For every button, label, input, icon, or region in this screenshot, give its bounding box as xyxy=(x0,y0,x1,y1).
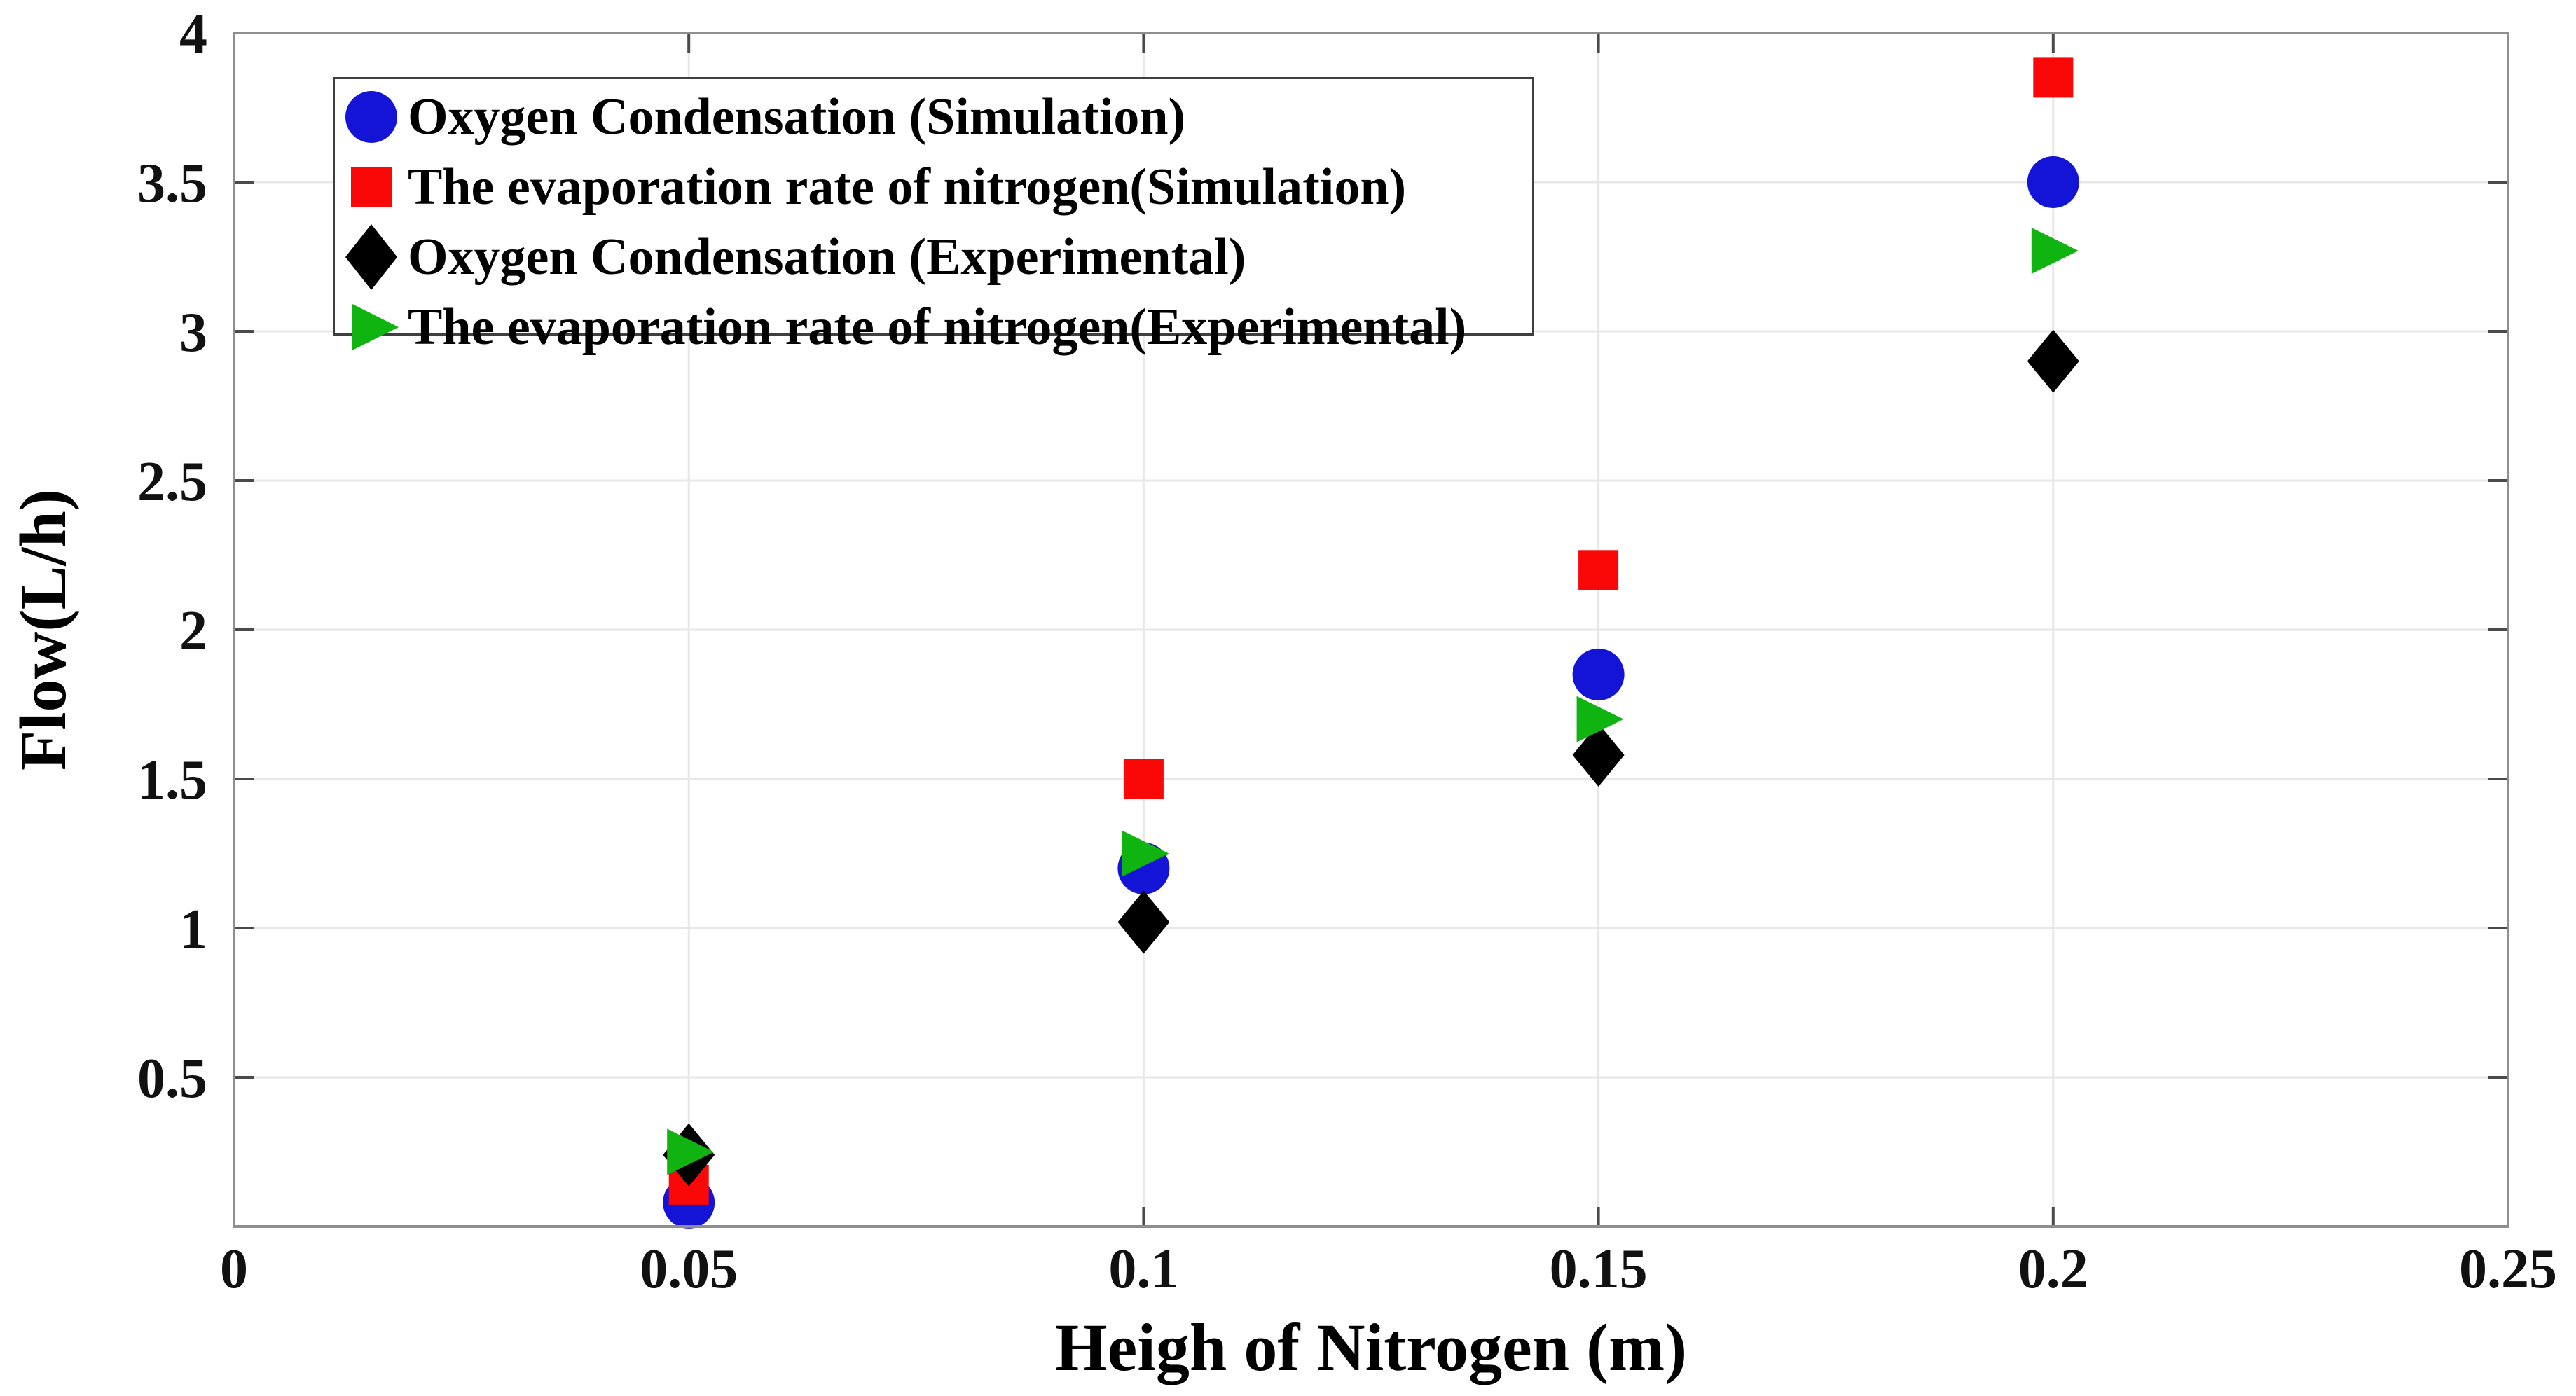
x-tick-label: 0 xyxy=(220,1238,248,1300)
x-tick-label: 0.25 xyxy=(2459,1238,2557,1300)
x-tick-label: 0.15 xyxy=(1550,1238,1648,1300)
legend-item-nitrogen-experimental: The evaporation rate of nitrogen(Experim… xyxy=(335,292,1532,362)
data-point-triangle xyxy=(2031,227,2079,274)
plot-border xyxy=(233,32,2509,1228)
legend: Oxygen Condensation (Simulation) The eva… xyxy=(333,77,1534,353)
data-point-circle xyxy=(1572,648,1625,700)
data-point-diamond xyxy=(1572,723,1625,787)
y-tick-label: 2 xyxy=(179,600,207,662)
data-point-circle xyxy=(2027,156,2079,208)
legend-label: Oxygen Condensation (Simulation) xyxy=(408,88,1186,146)
x-tick-label: 0.05 xyxy=(640,1238,738,1300)
data-point-square xyxy=(2033,57,2074,98)
data-point-diamond xyxy=(2027,329,2079,393)
data-point-diamond xyxy=(1117,890,1170,954)
data-point-triangle xyxy=(667,1128,715,1175)
y-tick-label: 0.5 xyxy=(137,1048,207,1110)
x-axis-title: Heigh of Nitrogen (m) xyxy=(1054,1310,1688,1385)
legend-item-oxygen-experimental: Oxygen Condensation (Experimental) xyxy=(335,222,1532,292)
legend-label: Oxygen Condensation (Experimental) xyxy=(408,228,1246,286)
data-point-triangle xyxy=(1122,830,1169,877)
y-tick-label: 1.5 xyxy=(137,749,207,811)
y-tick-label: 1 xyxy=(179,899,207,960)
y-axis-title: Flow(L/h) xyxy=(7,488,80,771)
x-tick-label: 0.1 xyxy=(1108,1238,1178,1300)
legend-item-oxygen-simulation: Oxygen Condensation (Simulation) xyxy=(335,82,1532,152)
y-tick-label: 3 xyxy=(179,302,207,364)
y-tick-label: 4 xyxy=(179,4,207,65)
triangle-right-marker-icon xyxy=(335,292,408,362)
y-tick-label: 3.5 xyxy=(137,153,207,214)
legend-item-nitrogen-simulation: The evaporation rate of nitrogen(Simulat… xyxy=(335,152,1532,222)
y-tick-label: 2.5 xyxy=(137,451,207,513)
x-tick-label: 0.2 xyxy=(2018,1238,2088,1300)
data-point-triangle xyxy=(1576,696,1624,742)
legend-label: The evaporation rate of nitrogen(Experim… xyxy=(408,298,1467,356)
diamond-marker-icon xyxy=(335,222,408,292)
legend-label: The evaporation rate of nitrogen(Simulat… xyxy=(408,158,1407,216)
data-point-square xyxy=(1123,759,1164,799)
square-marker-icon xyxy=(335,152,408,222)
data-point-square xyxy=(1578,550,1619,590)
circle-marker-icon xyxy=(335,82,408,152)
